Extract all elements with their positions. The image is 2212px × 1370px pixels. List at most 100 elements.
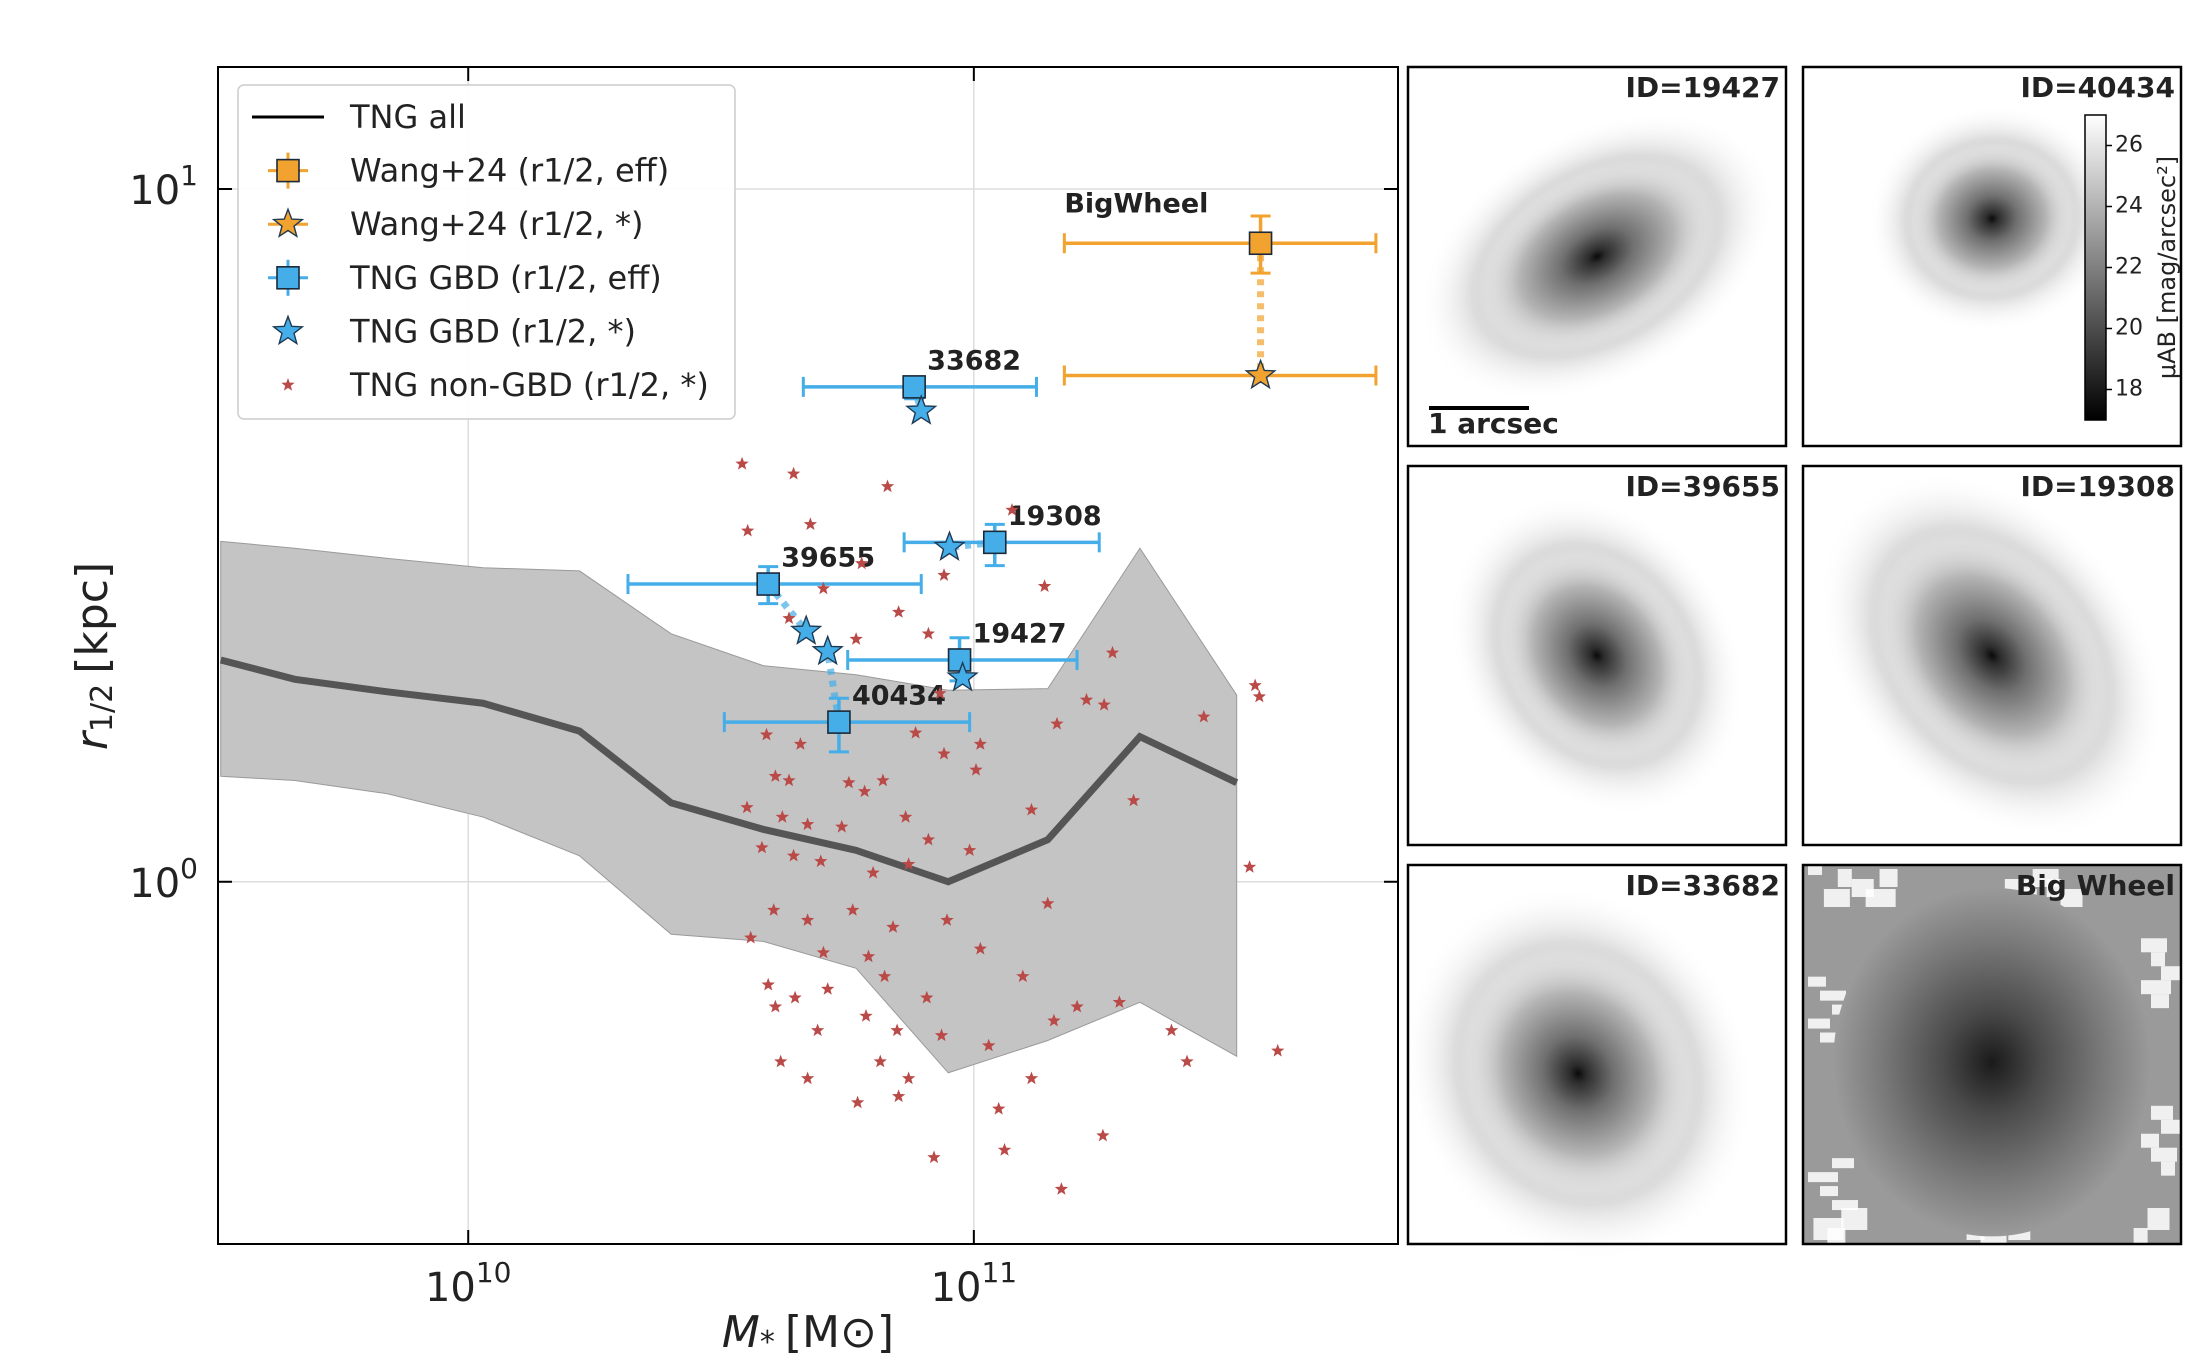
small-star-marker xyxy=(937,746,951,760)
label-sub: 1/2 xyxy=(85,684,120,732)
small-star-marker xyxy=(857,784,872,798)
legend-label: TNG non-GBD (r1/2, *) xyxy=(349,366,709,404)
connector xyxy=(765,581,809,634)
image-panel: Big Wheel xyxy=(1801,863,2191,1250)
small-star-marker xyxy=(744,930,758,944)
small-star-marker xyxy=(1127,793,1141,807)
small-star-marker xyxy=(835,819,849,833)
small-star-marker xyxy=(1097,697,1111,711)
small-star-marker xyxy=(1271,1043,1285,1057)
galaxy xyxy=(1833,887,2151,1237)
small-star-marker xyxy=(1024,1071,1039,1085)
small-star-marker xyxy=(876,773,890,787)
noise xyxy=(1851,879,1874,897)
noise xyxy=(1832,1158,1854,1169)
legend-label: Wang+24 (r1/2, eff) xyxy=(350,152,669,190)
star-marker xyxy=(789,614,823,645)
star-marker xyxy=(1244,358,1277,390)
point-label: 40434 xyxy=(852,681,946,712)
tick-base: 10 xyxy=(129,861,180,907)
colorbar-tick-label: 18 xyxy=(2115,377,2143,402)
small-star-marker xyxy=(921,832,935,846)
noise xyxy=(1808,1018,1830,1029)
square-marker xyxy=(276,158,300,183)
noise xyxy=(1820,990,1846,1001)
noise xyxy=(2151,1147,2177,1162)
label-symbol: r xyxy=(67,729,118,750)
small-star-marker xyxy=(1005,503,1019,516)
noise xyxy=(1841,1208,1868,1230)
small-star-marker xyxy=(927,1150,941,1164)
panel-frame xyxy=(1406,863,1788,1246)
x-tick-label: 1011 xyxy=(931,1256,1018,1311)
star-marker xyxy=(905,394,938,425)
square-marker xyxy=(982,530,1007,555)
colorbar-tick-label: 24 xyxy=(2115,194,2143,219)
small-star-marker xyxy=(1164,1023,1179,1037)
x-tick-label: 1010 xyxy=(425,1256,512,1311)
noise xyxy=(2161,1119,2191,1134)
small-star-marker xyxy=(937,568,951,581)
square-marker xyxy=(1248,231,1273,256)
small-star-marker xyxy=(786,848,801,862)
small-star-marker xyxy=(735,456,749,470)
noise xyxy=(2141,1133,2159,1148)
noise xyxy=(2147,1208,2170,1230)
legend-label: Wang+24 (r1/2, *) xyxy=(350,205,643,243)
small-star-marker xyxy=(886,920,900,933)
small-star-marker xyxy=(933,686,947,700)
point-label: 19427 xyxy=(973,618,1067,649)
panel-frame xyxy=(1801,464,2183,847)
small-star-marker xyxy=(768,999,782,1013)
small-star-marker xyxy=(908,725,923,739)
small-star-marker xyxy=(1096,1128,1110,1142)
small-star-marker xyxy=(800,913,815,926)
square-marker xyxy=(276,265,300,290)
small-star-marker xyxy=(800,1071,815,1085)
small-star-marker xyxy=(1197,709,1211,723)
small-star-marker xyxy=(920,990,934,1004)
colorbar xyxy=(2084,114,2107,421)
small-star-marker xyxy=(992,1101,1006,1115)
small-star-marker xyxy=(1248,678,1262,692)
small-star-marker xyxy=(851,1095,865,1109)
point-label: BigWheel xyxy=(1064,189,1208,220)
noise xyxy=(2141,980,2171,995)
noise xyxy=(1808,1172,1838,1183)
label-unit: [kpc] xyxy=(67,562,118,674)
colorbar-label: μAB [mag/arcsec²] xyxy=(2153,156,2181,379)
noise xyxy=(1808,976,1826,987)
star-marker xyxy=(271,314,305,346)
noise xyxy=(1813,1218,1844,1240)
tick-base: 10 xyxy=(129,168,180,214)
image-panel: ID=40434 xyxy=(1801,65,2183,448)
image-panel: ID=19427 1 arcsec xyxy=(1406,65,1788,448)
small-star-marker xyxy=(281,378,295,391)
small-star-marker xyxy=(892,1089,906,1103)
small-star-marker xyxy=(816,581,830,595)
small-star-marker xyxy=(782,611,796,624)
small-star-marker xyxy=(1024,802,1039,816)
small-star-marker xyxy=(816,945,830,959)
small-star-marker xyxy=(1112,995,1126,1008)
galaxy xyxy=(1876,533,2108,778)
small-star-marker xyxy=(1242,860,1257,873)
tick-exponent: 0 xyxy=(180,852,198,885)
panel-label: ID=33682 xyxy=(1625,869,1780,902)
tick-base: 10 xyxy=(425,1265,476,1311)
small-star-marker xyxy=(793,737,808,750)
noise xyxy=(1837,869,1852,887)
y-tick-label: 101 xyxy=(129,159,198,214)
square-marker xyxy=(947,648,972,672)
panel-label: ID=39655 xyxy=(1625,470,1780,503)
small-star-marker xyxy=(1070,999,1084,1013)
small-star-marker xyxy=(1050,716,1064,730)
colorbar-tick-label: 26 xyxy=(2115,133,2143,158)
small-star-marker xyxy=(849,632,863,645)
tick-exponent: 10 xyxy=(476,1256,512,1289)
small-star-marker xyxy=(782,773,796,787)
galaxy xyxy=(1478,159,1716,354)
tick-exponent: 11 xyxy=(981,1256,1017,1289)
small-star-marker xyxy=(866,865,880,879)
noise xyxy=(1820,1186,1838,1197)
